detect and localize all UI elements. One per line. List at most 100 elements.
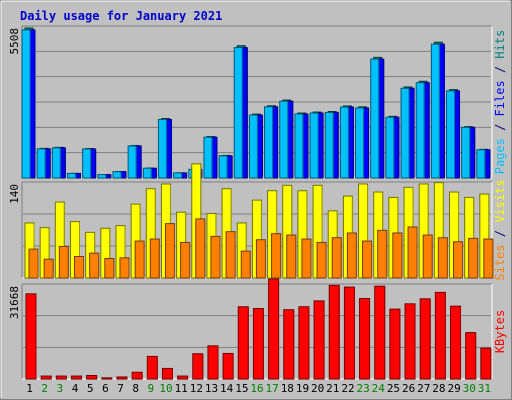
bar-sites-day-7 [119, 257, 130, 279]
bar-pages-day-28 [430, 43, 440, 179]
bar-sites-day-31 [483, 238, 494, 279]
max-label-hits: 5508 [8, 28, 21, 55]
panel-kbytes: 31668 KBytes [8, 278, 507, 380]
series-kbytes [25, 278, 492, 380]
axis-title-part: / [493, 59, 507, 81]
day-labels: 1 2 3 4 5 6 7 8 9 10 11 12 13 14 15 16 17 18 19 20 21 22 23 24 2… [26, 382, 491, 395]
bar-pages-day-23 [355, 107, 365, 179]
bar-pages-day-1 [21, 29, 31, 179]
bar-pages-day-11 [173, 172, 183, 179]
bar-pages-day-31 [476, 149, 486, 179]
bar-kbytes-day-3 [55, 375, 67, 380]
bar-sites-day-29 [453, 241, 464, 279]
bar-kbytes-day-16 [252, 308, 264, 380]
bar-sites-day-4 [73, 256, 84, 279]
day-label-4: 4 [72, 382, 79, 395]
bar-sites-day-10 [164, 223, 175, 279]
bar-kbytes-day-28 [434, 291, 446, 380]
day-label-11: 11 [175, 382, 188, 395]
bar-sites-day-19 [301, 238, 312, 279]
bar-sites-day-8 [134, 240, 145, 279]
day-label-10: 10 [159, 382, 172, 395]
axis-title-part: Files [493, 80, 507, 116]
bar-sites-day-30 [468, 237, 479, 279]
bar-kbytes-day-31 [480, 347, 492, 380]
bar-kbytes-day-4 [70, 375, 82, 380]
series-sites [28, 218, 494, 279]
bar-kbytes-day-18 [283, 309, 295, 380]
bar-kbytes-day-5 [86, 374, 98, 380]
series-files [26, 29, 491, 179]
bar-sites-day-17 [271, 233, 282, 279]
bar-sites-day-14 [225, 231, 236, 279]
bar-kbytes-day-8 [131, 371, 143, 380]
bar-kbytes-day-30 [465, 332, 477, 380]
bar-pages-day-17 [264, 106, 274, 179]
bar-kbytes-day-17 [268, 278, 280, 380]
axis-title-part: Visits [493, 179, 507, 222]
bar-pages-day-15 [233, 47, 243, 179]
bar-sites-day-9 [149, 238, 160, 279]
panel-hits: 5508 Pages / Files / Hits [8, 25, 507, 179]
bar-sites-day-22 [346, 232, 357, 279]
max-label-kbytes: 31668 [8, 286, 21, 319]
day-label-15: 15 [235, 382, 248, 395]
bar-kbytes-day-7 [116, 376, 128, 380]
bar-pages-day-7 [112, 171, 122, 179]
bar-kbytes-day-14 [222, 352, 234, 380]
bar-pages-day-19 [294, 113, 304, 179]
bar-kbytes-day-24 [374, 285, 386, 380]
bar-sites-day-6 [104, 258, 115, 279]
bar-kbytes-day-25 [389, 308, 401, 380]
bar-kbytes-day-21 [328, 284, 340, 380]
bar-sites-day-26 [407, 226, 418, 279]
bar-kbytes-day-11 [177, 375, 189, 380]
bar-sites-day-1 [28, 248, 39, 279]
max-label-visits: 140 [8, 184, 21, 204]
bar-pages-day-16 [248, 114, 258, 179]
bar-pages-day-24 [370, 58, 380, 179]
bar-kbytes-day-22 [343, 286, 355, 380]
bar-sites-day-18 [286, 234, 297, 279]
bar-pages-day-29 [446, 90, 456, 179]
bar-kbytes-day-1 [25, 293, 37, 380]
bar-sites-day-12 [195, 218, 206, 279]
bar-pages-day-8 [127, 145, 137, 179]
bar-pages-day-6 [97, 174, 107, 179]
bar-kbytes-day-13 [207, 345, 219, 380]
bar-kbytes-day-9 [146, 355, 158, 380]
panel-visits: 140 Sites / Visits [8, 163, 507, 281]
bar-pages-day-25 [385, 116, 395, 179]
bar-pages-day-9 [142, 167, 152, 179]
axis-title-hits: Pages / Files / Hits [493, 30, 507, 175]
axis-title-part: Sites [493, 244, 507, 280]
bar-pages-day-26 [400, 87, 410, 179]
day-label-6: 6 [102, 382, 109, 395]
day-label-7: 7 [117, 382, 124, 395]
day-label-29: 29 [447, 382, 460, 395]
bar-kbytes-day-10 [161, 367, 173, 380]
panels: 5508 Pages / Files / Hits 140 Sites / Visit… [8, 25, 507, 380]
bar-sites-day-16 [255, 239, 266, 279]
day-label-30: 30 [463, 382, 476, 395]
bar-pages-day-27 [415, 82, 425, 179]
bar-kbytes-day-12 [192, 353, 204, 380]
bar-pages-day-10 [157, 118, 167, 179]
bar-pages-day-30 [461, 126, 471, 179]
day-label-23: 23 [357, 382, 370, 395]
day-label-9: 9 [148, 382, 155, 395]
bar-kbytes-day-27 [419, 298, 431, 380]
day-label-27: 27 [417, 382, 430, 395]
bar-sites-day-13 [210, 235, 221, 279]
bar-pages-day-21 [324, 111, 334, 179]
axis-title-part: Hits [493, 30, 507, 59]
axis-title-visits: Sites / Visits [493, 179, 507, 280]
bar-pages-day-22 [339, 106, 349, 179]
axis-title-part: / [493, 223, 507, 245]
bar-sites-day-20 [316, 241, 327, 279]
day-label-13: 13 [205, 382, 218, 395]
day-label-22: 22 [341, 382, 354, 395]
bar-pages-day-20 [309, 112, 319, 179]
bar-sites-day-15 [240, 250, 251, 279]
bar-sites-day-11 [180, 241, 191, 279]
